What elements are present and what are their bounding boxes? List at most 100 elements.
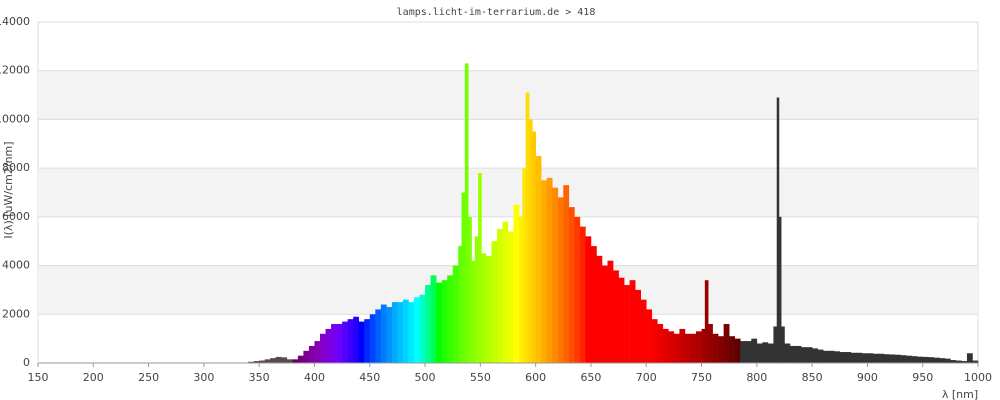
spectrum-bar xyxy=(464,63,469,364)
spectrum-bar xyxy=(468,216,472,363)
spectrum-bar xyxy=(358,321,365,363)
spectrum-bar xyxy=(635,289,642,363)
spectrum-bar xyxy=(546,177,553,363)
spectrum-bar xyxy=(834,351,841,363)
spectrum-bar xyxy=(292,359,299,363)
x-tick-label: 300 xyxy=(193,371,214,384)
spectrum-bar xyxy=(613,270,619,363)
spectrum-bar xyxy=(391,302,398,363)
spectrum-bar xyxy=(817,349,824,363)
spectrum-bar xyxy=(745,341,752,363)
spectrum-bar xyxy=(928,357,935,363)
grid-band xyxy=(38,168,978,217)
spectrum-bar xyxy=(408,302,415,363)
spectrum-bar xyxy=(767,343,774,363)
spectrum-bar xyxy=(286,359,293,363)
spectrum-bar xyxy=(889,354,896,363)
x-tick-label: 450 xyxy=(359,371,380,384)
spectrum-bar xyxy=(474,236,479,363)
y-tick-label: 10000 xyxy=(0,112,30,125)
spectrum-bar xyxy=(447,275,454,363)
spectrum-bar xyxy=(651,319,658,363)
spectrum-bar xyxy=(590,246,597,363)
spectrum-bar xyxy=(640,299,647,363)
spectrum-bar xyxy=(895,354,901,363)
spectrum-bar xyxy=(458,246,462,363)
spectrum-bar xyxy=(790,345,796,363)
spectrum-bar xyxy=(308,345,315,363)
spectrum-bar xyxy=(270,358,277,363)
spectrum-bar xyxy=(485,255,492,363)
spectrum-bar xyxy=(402,299,409,363)
x-tick-label: 650 xyxy=(580,371,601,384)
spectrum-bar xyxy=(646,309,653,363)
spectrum-bar xyxy=(303,350,310,363)
spectrum-bar xyxy=(369,314,376,363)
spectrum-bar xyxy=(248,361,254,363)
spectrum-bar xyxy=(856,352,863,363)
spectrum-bar xyxy=(784,343,791,363)
spectrum-bar xyxy=(325,328,332,363)
x-tick-label: 1000 xyxy=(964,371,992,384)
spectrum-bar xyxy=(557,197,564,363)
spectrum-bar xyxy=(532,131,536,363)
spectrum-bar xyxy=(673,333,680,363)
spectrum-bar xyxy=(662,328,669,363)
y-tick-label: 14000 xyxy=(0,15,30,28)
spectrum-bar xyxy=(522,168,526,363)
spectrum-bar xyxy=(525,92,530,363)
y-tick-label: 12000 xyxy=(0,64,30,77)
spectrum-bar xyxy=(740,341,747,363)
x-tick-label: 950 xyxy=(912,371,933,384)
spectrum-bar xyxy=(878,353,885,363)
x-tick-label: 900 xyxy=(857,371,878,384)
spectrum-bar xyxy=(955,360,962,363)
spectrum-bar xyxy=(704,280,709,363)
spectrum-bar xyxy=(471,260,476,363)
spectrum-bar xyxy=(541,180,548,363)
spectrum-bar xyxy=(568,207,575,363)
spectrum-bar xyxy=(950,360,957,363)
y-tick-label: 8000 xyxy=(2,161,30,174)
spectrum-bar xyxy=(264,359,271,363)
spectrum-bar xyxy=(297,355,304,363)
spectrum-bar xyxy=(723,324,730,363)
spectrum-bar xyxy=(607,260,614,363)
spectrum-bar xyxy=(491,241,498,363)
spectrum-bar xyxy=(436,282,442,363)
spectrum-bar xyxy=(839,352,846,363)
spectrum-bar xyxy=(679,328,686,363)
spectrum-bar xyxy=(861,353,868,363)
spectrum-bar xyxy=(496,229,503,363)
spectrum-bar xyxy=(776,97,780,363)
spectrum-bar xyxy=(812,348,818,363)
spectrum-bar xyxy=(430,275,437,363)
spectrum-bar xyxy=(397,302,404,363)
spectrum-bar xyxy=(712,333,719,363)
spectrum-bar xyxy=(906,355,912,363)
spectrum-bar xyxy=(425,285,431,363)
x-tick-label: 200 xyxy=(83,371,104,384)
spectrum-bar xyxy=(922,356,929,363)
spectrum-bar xyxy=(708,324,713,363)
spectrum-bar xyxy=(850,352,857,363)
spectrum-bar xyxy=(806,347,813,363)
spectrum-bar xyxy=(900,355,907,363)
x-tick-label: 500 xyxy=(415,371,436,384)
spectrum-bar xyxy=(884,354,890,363)
spectrum-bar xyxy=(845,352,852,363)
spectrum-bar xyxy=(828,350,835,363)
x-tick-label: 400 xyxy=(304,371,325,384)
spectrum-bar xyxy=(281,357,288,363)
spectrum-bar xyxy=(972,360,979,363)
x-tick-label: 750 xyxy=(691,371,712,384)
spectrum-bar xyxy=(336,324,343,363)
x-tick-label: 250 xyxy=(138,371,159,384)
spectrum-bar xyxy=(259,360,266,363)
spectrum-bar xyxy=(574,216,581,363)
spectrum-bar xyxy=(314,341,321,363)
y-axis-label: I(λ) [uW/cm2/nm] xyxy=(2,141,15,238)
spectrum-bar xyxy=(529,119,533,363)
spectrum-bar xyxy=(602,265,608,363)
x-tick-label: 350 xyxy=(249,371,270,384)
